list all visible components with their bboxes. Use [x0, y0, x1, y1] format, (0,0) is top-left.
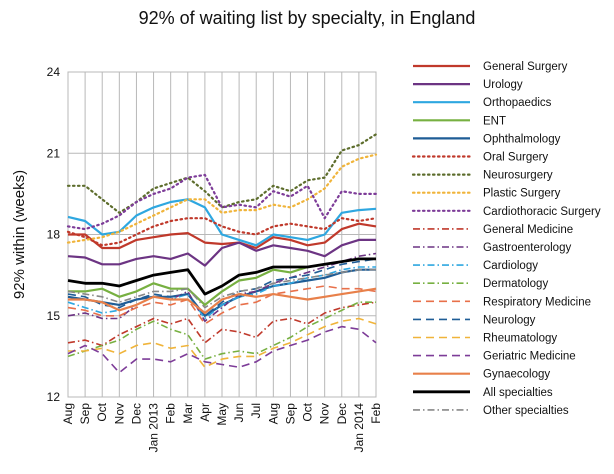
series-line-cardiology	[67, 266, 376, 320]
legend-label: Ophthalmology	[483, 133, 561, 145]
legend-label: Urology	[483, 79, 523, 91]
x-tick-label: May	[215, 403, 229, 426]
x-tick-label: Jun	[232, 403, 246, 422]
legend-label: Plastic Surgery	[483, 188, 561, 200]
series-line-respiratory-medicine	[67, 285, 377, 325]
x-tick-label: Jan 2013	[147, 403, 161, 453]
legend-label: Orthopaedics	[483, 97, 552, 109]
legend-label: Neurology	[483, 314, 536, 326]
series-line-cardiothoracic-surgery	[66, 173, 378, 231]
x-tick-label: Feb	[164, 403, 178, 424]
legend-label: Respiratory Medicine	[483, 296, 591, 308]
legend-label: Gynaecology	[483, 369, 550, 381]
x-tick-label: Sep	[283, 403, 297, 425]
legend: General Surgery Urology Orthopaedics ENT Oph…	[411, 61, 601, 417]
series-lines	[66, 133, 378, 374]
legend-label: Rheumatology	[483, 333, 557, 345]
x-tick-label: Aug	[61, 403, 75, 424]
legend-label: Cardiology	[483, 260, 538, 272]
y-axis-title: 92% within (weeks)	[11, 170, 28, 299]
x-tick-label: Feb	[369, 403, 383, 424]
x-tick-label: Oct	[95, 402, 109, 421]
x-tick-label: Nov	[318, 403, 332, 424]
legend-label: Geriatric Medicine	[483, 351, 576, 363]
series-line-geriatric-medicine	[67, 325, 377, 374]
y-tick-label: 12	[47, 390, 61, 404]
legend-label: Dermatology	[483, 278, 548, 290]
chart-title: 92% of waiting list by specialty, in Eng…	[138, 8, 476, 28]
legend-label: Gastroenterology	[483, 242, 571, 254]
x-tick-label: Apr	[198, 403, 212, 422]
legend-label: Other specialties	[483, 405, 569, 417]
legend-label: Cardiothoracic Surgery	[483, 206, 601, 218]
series-line-urology	[67, 238, 376, 267]
x-tick-label: Jul	[249, 403, 263, 418]
y-tick-label: 24	[47, 65, 61, 79]
series-line-general-medicine	[67, 301, 377, 347]
legend-label: General Medicine	[483, 224, 573, 236]
series-line-dermatology	[67, 301, 376, 360]
legend-label: Neurosurgery	[483, 170, 553, 182]
legend-label: All specialties	[483, 387, 553, 399]
x-tick-label: Nov	[112, 403, 126, 424]
y-tick-label: 18	[47, 228, 61, 242]
x-tick-label: Aug	[266, 403, 280, 424]
series-line-oral-surgery	[66, 217, 378, 247]
legend-label: General Surgery	[483, 61, 568, 73]
x-tick-label: Dec	[129, 403, 143, 424]
series-line-rheumatology	[68, 317, 377, 369]
series-line-gynaecology	[68, 287, 377, 315]
x-tick-label: Mar	[181, 403, 195, 424]
series-line-plastic-surgery	[66, 153, 378, 244]
x-tick-label: Sep	[78, 403, 92, 425]
series-line-general-surgery	[68, 222, 377, 250]
series-line-neurology	[67, 258, 377, 317]
legend-label: Oral Surgery	[483, 152, 548, 164]
x-tick-label: Jan 2014	[352, 403, 366, 453]
series-line-all-specialties	[67, 257, 376, 296]
y-tick-label: 15	[47, 309, 61, 323]
x-tick-label: Oct	[301, 402, 315, 421]
legend-label: ENT	[483, 115, 506, 127]
x-tick-label: Dec	[335, 403, 349, 424]
y-tick-label: 21	[47, 146, 61, 160]
